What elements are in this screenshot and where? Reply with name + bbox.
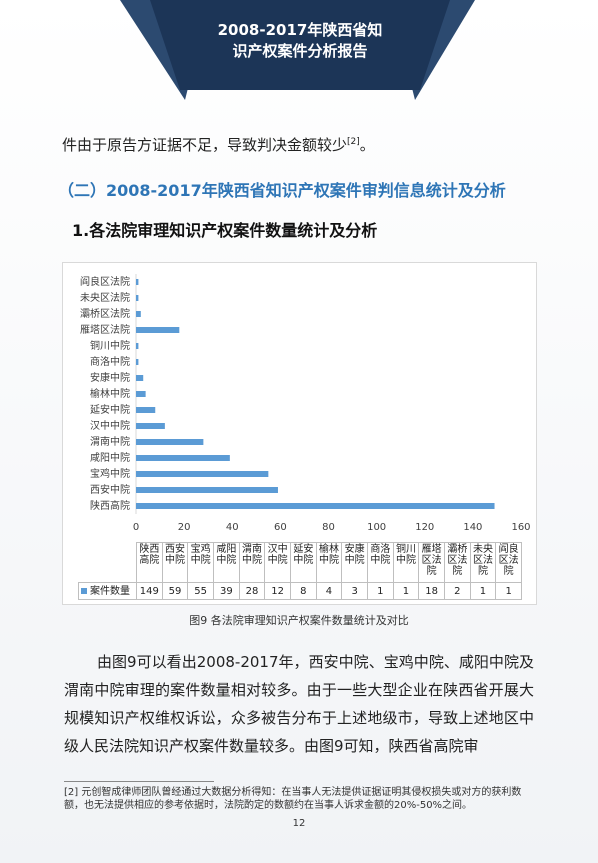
legend-label: 案件数量 <box>90 586 130 597</box>
y-tick-label: 灞桥区法院 <box>80 307 130 320</box>
x-tick-label: 80 <box>322 522 335 533</box>
text: 。 <box>359 136 375 154</box>
x-tick-label: 0 <box>133 522 139 533</box>
table-header: 榆林中院 <box>315 542 343 583</box>
y-tick-label: 阎良区法院 <box>80 275 130 288</box>
y-tick-label: 安康中院 <box>90 371 130 384</box>
bar <box>136 487 278 493</box>
x-tick-label: 40 <box>226 522 239 533</box>
y-tick-label: 渭南中院 <box>90 435 130 448</box>
table-header: 渭南中院 <box>238 542 266 583</box>
table-value: 39 <box>213 582 240 600</box>
y-tick-label: 西安中院 <box>90 483 130 496</box>
y-tick-label: 铜川中院 <box>90 339 130 352</box>
note-ref: [2] <box>347 137 360 147</box>
y-tick-label: 榆林中院 <box>90 387 130 400</box>
header-art: 2008-2017年陕西省知 识产权案件分析报告 <box>120 0 475 100</box>
table-header: 汉中中院 <box>264 542 291 583</box>
bar <box>136 407 156 413</box>
header-title: 识产权案件分析报告 <box>232 42 367 60</box>
y-tick-label: 商洛中院 <box>90 355 130 368</box>
bar <box>136 503 495 509</box>
paragraph: 由图9可以看出2008-2017年，西安中院、宝鸡中院、咸阳中院及渭南中院审理的… <box>64 653 534 755</box>
bar <box>136 311 141 317</box>
footnote-mark: [2] <box>64 787 79 798</box>
bar <box>136 471 269 477</box>
y-tick-label: 宝鸡中院 <box>90 467 130 480</box>
legend: 案件数量 <box>78 582 137 600</box>
table-header: 商洛中院 <box>367 542 394 583</box>
x-tick-label: 100 <box>367 522 386 533</box>
table-value: 1 <box>392 582 420 600</box>
table-value: 1 <box>469 582 497 600</box>
section-heading: （二）2008-2017年陕西省知识产权案件审判信息统计及分析 <box>58 181 506 200</box>
y-tick-label: 陕西高院 <box>90 499 130 512</box>
table-header: 灞桥区法院 <box>444 542 471 583</box>
footnote-rule <box>64 781 214 782</box>
table-header: 延安中院 <box>290 542 317 583</box>
table-value: 59 <box>161 582 189 600</box>
bar <box>136 391 146 397</box>
table-value: 4 <box>315 582 343 600</box>
bar <box>136 375 144 381</box>
bar <box>136 439 204 445</box>
caption: 图9 各法院审理知识产权案件数量统计及对比 <box>189 614 409 627</box>
x-tick-label: 20 <box>178 522 191 533</box>
footnote-text: 元创智成律师团队曾经通过大数据分析得知：在当事人无法提供证据证明其侵权损失或对方… <box>64 787 522 811</box>
y-tick-label: 延安中院 <box>90 403 130 416</box>
page-number: 12 <box>292 818 306 829</box>
y-tick-label: 未央区法院 <box>80 291 130 304</box>
table-header: 雁塔区法院 <box>418 542 445 583</box>
table-header: 安康中院 <box>341 542 368 583</box>
table-header: 阎良区法院 <box>495 542 522 583</box>
bar <box>136 359 139 365</box>
header-band <box>150 0 450 90</box>
table-header: 宝鸡中院 <box>187 542 214 583</box>
table-value: 28 <box>238 582 266 600</box>
bar <box>136 423 165 429</box>
table-value: 8 <box>290 582 317 600</box>
table-header: 铜川中院 <box>392 542 420 583</box>
text: 件由于原告方证据不足，导致判决金额较少 <box>62 136 348 154</box>
bar <box>136 295 139 301</box>
table-value: 3 <box>341 582 368 600</box>
x-tick-label: 60 <box>274 522 287 533</box>
bar <box>136 455 230 461</box>
table-header: 西安中院 <box>161 542 189 583</box>
y-tick-label: 雁塔区法院 <box>80 323 130 336</box>
chart: 0 20 40 60 80 100 120 140 160 陕西高院 西安中院 宝鸡中院 咸阳中院 渭南中… <box>80 274 531 533</box>
table-value: 1 <box>367 582 394 600</box>
x-tick-label: 140 <box>463 522 482 533</box>
table-value: 1 <box>495 582 522 600</box>
x-tick-label: 120 <box>415 522 434 533</box>
bar <box>136 327 180 333</box>
table-value: 12 <box>264 582 291 600</box>
table-header: 陕西高院 <box>136 542 163 583</box>
header-title: 2008-2017年陕西省知 <box>218 21 383 39</box>
table-value: 149 <box>136 582 163 600</box>
y-tick-label: 汉中中院 <box>90 419 130 432</box>
bar <box>136 279 139 285</box>
table-value: 2 <box>444 582 471 600</box>
table-header: 咸阳中院 <box>213 542 240 583</box>
y-tick-label: 咸阳中院 <box>90 451 130 464</box>
bar <box>136 343 139 349</box>
x-tick-label: 160 <box>511 522 530 533</box>
table-value: 18 <box>418 582 445 600</box>
text-line: 件由于原告方证据不足，导致判决金额较少[2]。 <box>62 134 375 155</box>
chart-area: 0 20 40 60 80 100 120 140 160 陕西高院 西安中院 宝鸡中院 咸阳中院 渭南中… <box>62 262 537 605</box>
table-value: 55 <box>187 582 214 600</box>
table-header: 未央区法院 <box>469 542 497 583</box>
footnote: [2] 元创智成律师团队曾经通过大数据分析得知：在当事人无法提供证据证明其侵权损… <box>64 786 534 812</box>
legend-swatch <box>81 588 87 594</box>
subheading: 1.各法院审理知识产权案件数量统计及分析 <box>72 221 378 240</box>
